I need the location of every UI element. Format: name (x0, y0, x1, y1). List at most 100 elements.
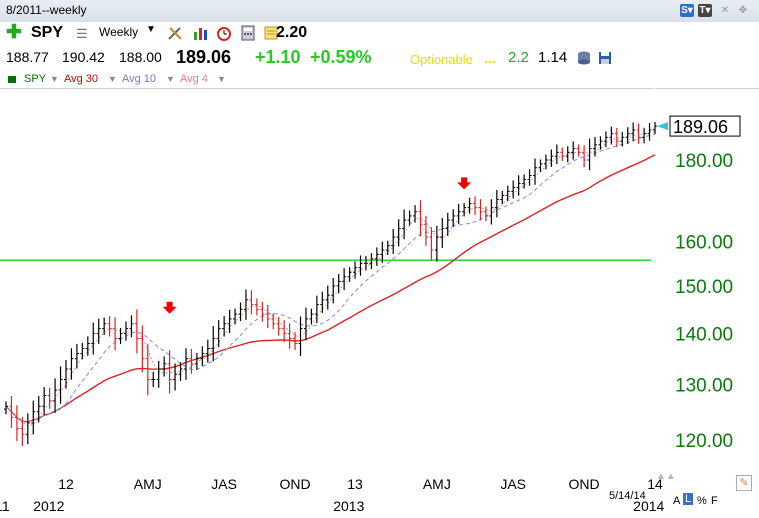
last-price-pointer (657, 122, 668, 131)
price-bar (418, 200, 423, 237)
price-bar (342, 268, 347, 291)
price-bar (222, 316, 227, 337)
chevron-down-icon[interactable]: ▼ (108, 74, 117, 84)
x-tick-label: AMJ (423, 476, 451, 492)
s-menu-icon[interactable]: S▾ (680, 4, 694, 17)
chevron-down-icon[interactable]: ▼ (50, 74, 59, 84)
notes-icon[interactable] (263, 25, 279, 41)
x-tick-label: OND (569, 476, 600, 492)
price-bar (609, 126, 614, 145)
price-bar (369, 253, 374, 269)
price-bar (167, 350, 172, 394)
y-tick-label: 130.00 (675, 376, 733, 397)
price-bar (42, 386, 47, 415)
symbol-label[interactable]: SPY (31, 24, 64, 41)
date-label: 5/14/14 (609, 490, 646, 502)
price-bar (314, 295, 319, 324)
price-bar (347, 267, 352, 282)
price-bar (189, 348, 194, 374)
price-chart[interactable]: 120.00 130.00 140.00 150.00 160.00 180.00 189.… (0, 88, 759, 518)
move-icon[interactable]: ✥ (738, 5, 748, 16)
edit-icon[interactable]: ✎ (736, 475, 752, 491)
ellipsis-label[interactable]: ... (484, 50, 496, 66)
price-bar (582, 145, 587, 168)
price-change: +1.10 (255, 47, 301, 67)
price-bar (636, 123, 641, 144)
timeframe-select[interactable]: Weekly (99, 25, 139, 39)
price-bar (620, 132, 625, 147)
percent-change: +0.59% (310, 47, 372, 67)
price-bar (249, 290, 254, 315)
price-bar (9, 396, 14, 428)
scroll-up-icon[interactable]: ▲▲ (656, 471, 676, 482)
price-bar (434, 225, 439, 262)
pin-icon[interactable]: ✕ (720, 5, 730, 16)
list-icon[interactable]: ☰ (76, 26, 88, 41)
price-bar (4, 401, 8, 415)
price-bar (134, 309, 139, 354)
price-bar (227, 309, 232, 334)
price-bar (298, 316, 303, 357)
price-bar (593, 137, 598, 157)
log-toggle[interactable]: L (683, 493, 694, 505)
prev-close: 188.77 (6, 49, 49, 65)
legend-avg30[interactable]: Avg 30 (64, 73, 99, 85)
avg10-line (5, 133, 656, 423)
price-bar (233, 308, 238, 325)
database-icon[interactable] (577, 51, 591, 70)
calculator-icon[interactable] (240, 25, 256, 41)
legend-avg4[interactable]: Avg 4 (180, 73, 208, 85)
legend-bar: SPY ▼ Avg 30 ▼ Avg 10 ▼ Avg 4 ▼ (0, 70, 759, 89)
price-bar (336, 274, 341, 294)
down-arrow-marker (162, 301, 177, 314)
price-bar (494, 189, 499, 218)
price-bar (63, 360, 68, 389)
x-tick-label: OND (279, 476, 310, 492)
legend-avg10[interactable]: Avg 10 (122, 73, 157, 85)
price-bar (173, 363, 178, 391)
percent-toggle[interactable]: % (697, 495, 707, 507)
bar-chart-icon[interactable] (193, 25, 209, 41)
price-bar (254, 298, 259, 316)
y-tick-label: 160.00 (675, 232, 733, 253)
price-bar (478, 199, 483, 221)
price-bar (560, 147, 565, 162)
price-bar (151, 371, 156, 388)
price-bar (205, 339, 210, 363)
price-bar (123, 321, 128, 341)
tools-icon[interactable] (167, 25, 183, 41)
tv-menu-icon[interactable]: T▾ (698, 4, 712, 17)
price-bar (598, 136, 603, 150)
price-bar (309, 308, 314, 325)
price-bar (511, 180, 516, 199)
price-bar (440, 217, 445, 248)
y-tick-label: 120.00 (675, 431, 733, 452)
price-bar (396, 219, 401, 247)
price-bar (543, 154, 548, 170)
alarm-clock-icon[interactable] (216, 25, 232, 41)
price-bar (462, 203, 467, 217)
chart-footer: 5/14/14 ▲▲ A L % F ✎ (0, 471, 759, 517)
x-year-label: 2013 (333, 498, 364, 514)
x-year-label: 11 (0, 498, 10, 514)
legend-spy[interactable]: SPY (24, 73, 47, 85)
add-symbol-icon[interactable]: ✚ (6, 22, 22, 43)
chevron-down-icon[interactable]: ▼ (146, 24, 156, 35)
a-label[interactable]: A (673, 495, 681, 507)
chevron-down-icon[interactable]: ▼ (217, 74, 226, 84)
price-bar (603, 131, 608, 148)
x-tick-label: 13 (347, 476, 363, 492)
price-bar (265, 304, 270, 329)
price-bar (429, 227, 434, 261)
low-price: 188.00 (119, 49, 162, 65)
price-bar (467, 197, 472, 214)
chevron-down-icon[interactable]: ▼ (166, 74, 175, 84)
save-icon[interactable] (598, 51, 612, 70)
avg30-line (5, 154, 656, 423)
price-bar (140, 325, 145, 373)
price-bar (413, 205, 418, 223)
price-bar (527, 169, 532, 186)
price-bar (216, 320, 221, 348)
price-bar (25, 413, 30, 445)
f-label[interactable]: F (711, 495, 718, 507)
